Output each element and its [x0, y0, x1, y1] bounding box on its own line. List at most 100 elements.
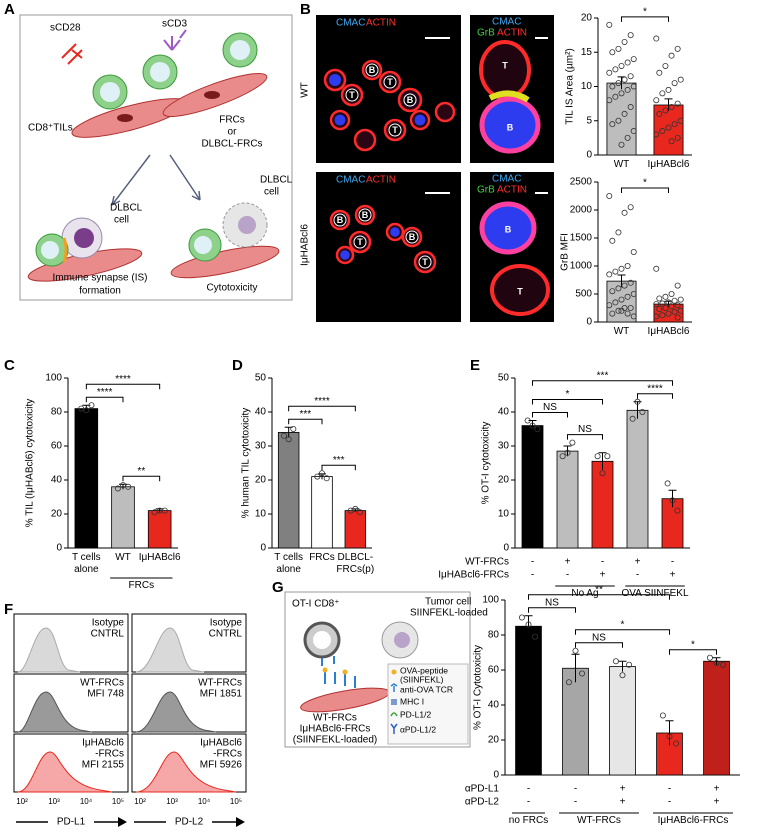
data-point [627, 279, 634, 286]
data-point [621, 76, 628, 83]
panel-letter: F [4, 601, 13, 618]
bar [609, 666, 636, 776]
data-point [624, 310, 631, 317]
bar [703, 660, 730, 776]
antibody-icon [163, 29, 187, 51]
bar [521, 425, 544, 549]
x-tick-label: T cells alone [71, 552, 101, 575]
data-point [634, 398, 641, 405]
label: Immune synapse (IS) [52, 273, 147, 284]
receptor-icon [321, 656, 356, 688]
x-tick-label: 10² [16, 797, 28, 806]
error-bar [571, 653, 580, 683]
data-point [659, 90, 666, 97]
histogram [17, 627, 81, 673]
data-point [627, 73, 634, 80]
significance-label: *** [333, 455, 345, 466]
group-label: IμHABcl6-FRCs [657, 815, 729, 826]
y-tick-label: 0 [586, 150, 592, 161]
label: CD8⁺TILs [28, 123, 73, 134]
data-point [125, 483, 132, 490]
bar [344, 510, 367, 549]
y-tick-label: 0 [260, 543, 266, 554]
histogram-label: IμHABcl6 [82, 738, 124, 749]
data-point [565, 679, 572, 686]
data-point [656, 69, 663, 76]
data-point [618, 141, 625, 148]
x-tick-label: WT [115, 552, 131, 563]
significance-label: NS [578, 424, 592, 435]
data-point [612, 66, 619, 73]
bar [562, 667, 589, 776]
stain-label: GrB [477, 28, 495, 39]
data-point [662, 62, 669, 69]
stain-label: ACTIN [497, 185, 527, 196]
significance-bracket [532, 380, 673, 386]
condition-mark: + [714, 784, 720, 795]
y-axis-label: GrB MFI [560, 233, 571, 271]
legend-label: PD-L1/2 [400, 709, 431, 719]
data-point [668, 138, 675, 145]
panel-letter: G [272, 579, 284, 596]
significance-label: *** [597, 370, 609, 381]
data-point [518, 614, 525, 621]
stain-label: ACTIN [366, 175, 396, 186]
cell-tag [383, 75, 397, 89]
label: cell [114, 215, 129, 226]
legend-label: OVA-peptide [400, 665, 448, 675]
stain-label: ACTIN [366, 18, 396, 29]
data-point [662, 304, 669, 311]
data-point [630, 56, 637, 63]
data-point [606, 97, 613, 104]
significance-label: **** [314, 396, 330, 407]
panel-letter: C [4, 357, 15, 374]
y-tick-label: 40 [498, 407, 510, 418]
cell-tag [358, 208, 372, 222]
data-point [618, 265, 625, 272]
data-point [668, 52, 675, 59]
significance-bracket [575, 629, 670, 635]
data-point [677, 296, 684, 303]
nucleus [117, 114, 133, 122]
nucleus [230, 40, 250, 60]
label: or [228, 127, 238, 138]
data-point [612, 658, 619, 665]
data-point [609, 121, 616, 128]
stain-label: ACTIN [497, 28, 527, 39]
condition-label: αPD-L1 [465, 784, 500, 795]
label: DLBCL-FRCs [201, 139, 262, 150]
bar [626, 409, 649, 549]
data-point [673, 740, 680, 747]
data-point [671, 308, 678, 315]
cell-label: T [357, 237, 363, 247]
label: DLBCL [110, 203, 143, 214]
nucleus [100, 82, 120, 102]
data-point [314, 473, 321, 480]
data-point [624, 262, 631, 269]
nucleus [238, 216, 256, 234]
significance-bracket [575, 642, 623, 648]
histogram-label: MFI 2155 [82, 760, 125, 771]
significance-label: **** [647, 383, 663, 394]
condition-label: WT-FRCs [465, 557, 509, 568]
y-tick-label: 1500 [570, 233, 593, 244]
data-point [525, 621, 532, 628]
significance-bracket [567, 434, 603, 440]
bar [147, 510, 172, 549]
data-point [615, 307, 622, 314]
data-point [606, 21, 613, 28]
cell-tag [345, 88, 359, 102]
data-point [114, 485, 121, 492]
label: (SIINFEKL-loaded) [293, 735, 377, 746]
data-point [630, 128, 637, 135]
y-tick-label: 80 [51, 407, 63, 418]
data-point [656, 295, 663, 302]
label: Tumor cell [425, 597, 471, 608]
data-point [624, 134, 631, 141]
y-tick-label: 20 [498, 475, 510, 486]
histogram-label: CNTRL [91, 629, 125, 640]
antibody-icon [61, 43, 83, 65]
data-point [668, 104, 675, 111]
cell-label: T [392, 125, 398, 135]
